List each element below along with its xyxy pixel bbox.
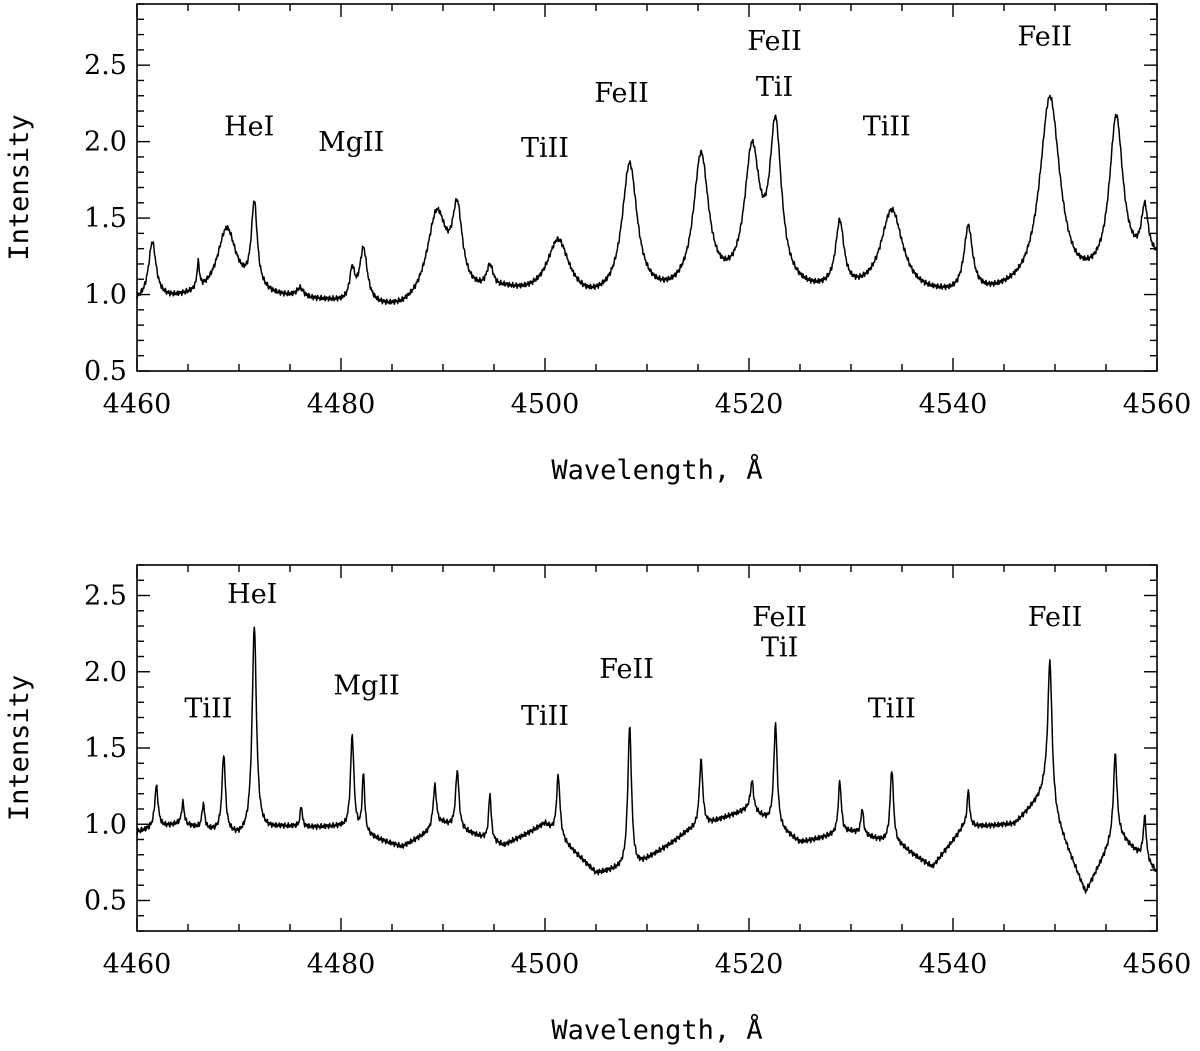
spectrum-line xyxy=(136,94,1158,306)
line-id-annotation: MgII xyxy=(318,127,384,158)
line-id-annotation: TiI xyxy=(761,633,798,664)
y-axis-title: Intensity xyxy=(4,675,35,821)
line-id-annotation: TiII xyxy=(521,701,569,732)
x-tick-label: 4540 xyxy=(919,949,988,980)
top-spectrum-panel: 4460 4480 4500 4520 4540 4560 0.5 1.0 1.5 2.0 2.5 W… xyxy=(4,3,1192,486)
line-id-annotation: FeII xyxy=(1028,602,1083,633)
x-tick-label: 4540 xyxy=(919,389,988,420)
y-tick-label: 0.5 xyxy=(84,886,127,917)
line-id-annotation: TiII xyxy=(868,694,916,725)
line-id-annotation: TiII xyxy=(184,694,232,725)
line-id-annotation: HeI xyxy=(227,579,277,610)
plot-frame xyxy=(136,564,1158,932)
plot-frame xyxy=(136,3,1158,372)
line-id-annotation: MgII xyxy=(333,671,399,702)
line-id-annotation: TiII xyxy=(863,112,911,143)
y-tick-label: 2.5 xyxy=(84,50,127,81)
line-id-annotation: TiII xyxy=(521,133,569,164)
x-tick-label: 4460 xyxy=(103,389,172,420)
y-tick-label: 1.5 xyxy=(84,733,127,764)
x-tick-label: 4560 xyxy=(1123,389,1192,420)
y-axis-title: Intensity xyxy=(4,114,35,260)
x-tick-label: 4480 xyxy=(307,389,376,420)
y-tick-label: 1.0 xyxy=(84,280,127,311)
x-tick-label: 4520 xyxy=(715,949,784,980)
y-tick-label: 0.5 xyxy=(84,356,127,387)
x-axis-title: Wavelength, Å xyxy=(551,1014,762,1046)
x-tick-label: 4520 xyxy=(715,389,784,420)
line-id-annotation: FeII xyxy=(747,26,802,57)
x-tick-label: 4500 xyxy=(511,389,580,420)
spectrum-line xyxy=(136,626,1158,894)
line-id-annotation: FeII xyxy=(752,602,807,633)
x-tick-label: 4560 xyxy=(1123,949,1192,980)
bottom-spectrum-panel: 4460 4480 4500 4520 4540 4560 0.5 1.0 1.5 2.0 2.5 W… xyxy=(4,564,1192,1046)
x-tick-label: 4480 xyxy=(307,949,376,980)
x-tick-label: 4500 xyxy=(511,949,580,980)
line-id-annotation: FeII xyxy=(1018,21,1073,52)
y-tick-label: 1.0 xyxy=(84,809,127,840)
y-tick-label: 1.5 xyxy=(84,203,127,234)
line-id-annotation: FeII xyxy=(599,654,654,685)
y-tick-label: 2.0 xyxy=(84,657,127,688)
y-tick-label: 2.0 xyxy=(84,127,127,158)
x-tick-label: 4460 xyxy=(103,949,172,980)
line-id-annotation: FeII xyxy=(594,78,649,109)
y-tick-label: 2.5 xyxy=(84,581,127,612)
line-id-annotation: HeI xyxy=(224,112,274,143)
x-axis-title: Wavelength, Å xyxy=(551,454,762,486)
line-id-annotation: TiI xyxy=(756,72,793,103)
